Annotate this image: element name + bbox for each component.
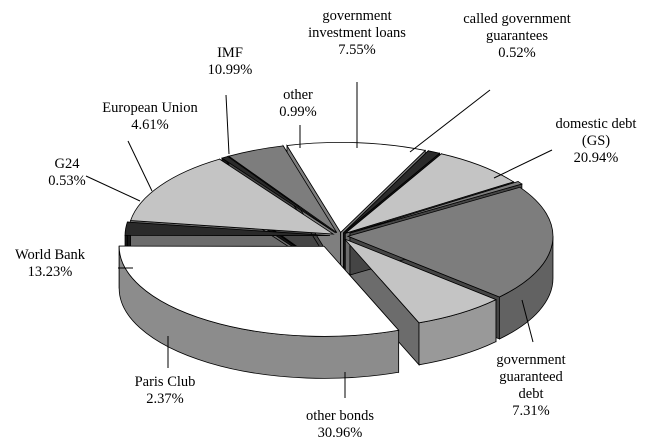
slice-government-investment-loans — [345, 153, 515, 234]
slice-label-government-investment-loans: investment loans — [308, 25, 406, 41]
slice-g24 — [221, 156, 336, 234]
slice-label-domestic-debt-gs: (GS) — [582, 133, 610, 149]
data-label-world-bank: 13.23% — [28, 264, 73, 280]
leader-line-european-union — [127, 140, 153, 192]
slice-label-government-guaranteed-debt: government — [496, 352, 565, 368]
data-label-domestic-debt-gs: 20.94% — [574, 150, 619, 166]
slice-label-world-bank: World Bank — [15, 247, 86, 263]
leader-line-called-government-guarantees — [409, 89, 491, 153]
slice-label-imf: IMF — [217, 45, 243, 61]
slice-european-union — [227, 145, 338, 234]
leader-lines — [85, 82, 553, 398]
leader-line-government-guaranteed-debt — [521, 299, 534, 343]
slice-other — [343, 150, 441, 234]
leader-line-g24 — [85, 175, 141, 202]
slice-label-other-bonds: other bonds — [306, 408, 374, 424]
slice-label-government-guaranteed-debt: guaranteed — [499, 369, 563, 385]
leader-line-imf — [225, 94, 230, 155]
data-label-government-guaranteed-debt: 7.31% — [512, 403, 549, 419]
data-label-paris-club: 2.37% — [146, 391, 183, 407]
slice-world-bank — [130, 158, 335, 235]
data-label-european-union: 4.61% — [131, 117, 168, 133]
slice-label-government-investment-loans: government — [322, 8, 391, 24]
slice-paris-club — [124, 221, 331, 237]
slice-label-government-guaranteed-debt: debt — [519, 386, 544, 402]
data-label-government-investment-loans: 7.55% — [338, 42, 375, 58]
data-label-g24: 0.53% — [48, 173, 85, 189]
slice-label-other: other — [283, 87, 313, 103]
slice-government-guaranteed-debt — [344, 238, 497, 324]
leader-line-domestic-debt-gs — [493, 149, 553, 179]
slice-domestic-debt-gs — [346, 186, 554, 298]
slice-labels: domestic debt(GS)20.94%governmentguarant… — [15, 8, 637, 441]
slice-label-called-government-guarantees: guarantees — [486, 28, 548, 44]
slice-label-paris-club: Paris Club — [135, 374, 196, 390]
slice-label-european-union: European Union — [102, 100, 198, 116]
slice-called-government-guarantees — [349, 181, 523, 234]
slice-label-domestic-debt-gs: domestic debt — [556, 116, 637, 132]
data-label-called-government-guarantees: 0.52% — [498, 45, 535, 61]
data-label-imf: 10.99% — [208, 62, 253, 78]
slice-label-called-government-guarantees: called government — [463, 11, 571, 27]
data-label-other-bonds: 30.96% — [318, 425, 363, 441]
pie-slices — [118, 142, 554, 379]
data-label-other: 0.99% — [279, 104, 316, 120]
slice-label-g24: G24 — [55, 156, 81, 172]
